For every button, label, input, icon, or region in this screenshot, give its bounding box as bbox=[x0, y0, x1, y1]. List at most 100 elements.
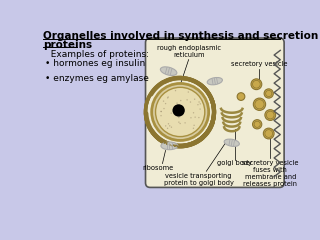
Circle shape bbox=[148, 127, 150, 129]
Circle shape bbox=[252, 120, 262, 129]
Circle shape bbox=[153, 133, 155, 135]
Circle shape bbox=[213, 109, 215, 111]
Circle shape bbox=[145, 108, 147, 110]
FancyBboxPatch shape bbox=[146, 38, 284, 187]
Circle shape bbox=[198, 140, 199, 142]
Text: Organelles involved in synthesis and secretion of: Organelles involved in synthesis and sec… bbox=[43, 31, 320, 41]
Circle shape bbox=[185, 145, 187, 147]
Circle shape bbox=[182, 77, 183, 79]
Circle shape bbox=[209, 127, 211, 129]
Circle shape bbox=[164, 142, 165, 144]
Circle shape bbox=[180, 123, 181, 124]
Circle shape bbox=[191, 79, 193, 81]
Circle shape bbox=[150, 129, 152, 131]
Circle shape bbox=[211, 98, 212, 100]
Circle shape bbox=[176, 102, 178, 104]
Circle shape bbox=[151, 129, 153, 131]
Circle shape bbox=[201, 137, 203, 139]
Circle shape bbox=[174, 77, 176, 79]
Circle shape bbox=[177, 146, 179, 147]
Circle shape bbox=[166, 143, 168, 145]
Circle shape bbox=[198, 101, 200, 103]
Circle shape bbox=[183, 108, 184, 109]
Circle shape bbox=[171, 113, 172, 114]
Circle shape bbox=[159, 139, 161, 141]
Circle shape bbox=[174, 78, 176, 79]
Circle shape bbox=[204, 135, 206, 137]
Circle shape bbox=[191, 143, 193, 145]
Circle shape bbox=[173, 78, 175, 80]
Circle shape bbox=[180, 146, 181, 148]
Text: vesicle transporting
protein to golgi body: vesicle transporting protein to golgi bo… bbox=[164, 173, 234, 186]
Circle shape bbox=[264, 89, 273, 98]
Circle shape bbox=[195, 116, 196, 118]
Circle shape bbox=[212, 122, 213, 124]
Circle shape bbox=[195, 142, 197, 144]
Circle shape bbox=[251, 79, 262, 90]
Text: • enzymes eg amylase: • enzymes eg amylase bbox=[45, 74, 148, 84]
Circle shape bbox=[212, 103, 214, 105]
Circle shape bbox=[212, 120, 214, 122]
Text: proteins: proteins bbox=[43, 40, 92, 50]
Circle shape bbox=[161, 111, 162, 112]
Circle shape bbox=[173, 144, 175, 146]
Circle shape bbox=[190, 101, 191, 103]
Circle shape bbox=[147, 120, 148, 122]
Circle shape bbox=[203, 135, 205, 137]
Circle shape bbox=[207, 131, 209, 132]
Circle shape bbox=[195, 141, 197, 143]
Circle shape bbox=[169, 125, 171, 126]
Circle shape bbox=[263, 128, 274, 139]
Circle shape bbox=[161, 141, 163, 143]
Circle shape bbox=[206, 90, 208, 92]
Circle shape bbox=[209, 94, 211, 96]
Circle shape bbox=[194, 81, 196, 82]
Circle shape bbox=[156, 136, 158, 138]
Circle shape bbox=[160, 115, 162, 116]
Circle shape bbox=[167, 128, 168, 129]
Circle shape bbox=[180, 115, 181, 116]
Circle shape bbox=[168, 123, 169, 125]
Circle shape bbox=[213, 108, 215, 109]
Circle shape bbox=[176, 145, 178, 147]
Circle shape bbox=[237, 93, 245, 100]
Text: secretory vesicle
fuses with
membrane and
releases protein: secretory vesicle fuses with membrane an… bbox=[242, 160, 299, 187]
Circle shape bbox=[145, 114, 147, 116]
Circle shape bbox=[155, 136, 157, 138]
Circle shape bbox=[184, 122, 186, 124]
Ellipse shape bbox=[224, 139, 239, 146]
Circle shape bbox=[207, 92, 209, 93]
Circle shape bbox=[151, 90, 153, 92]
Circle shape bbox=[200, 103, 201, 105]
Circle shape bbox=[172, 104, 185, 117]
Circle shape bbox=[153, 89, 155, 90]
Circle shape bbox=[145, 106, 147, 108]
Text: golgi body: golgi body bbox=[217, 161, 252, 167]
Circle shape bbox=[164, 81, 165, 83]
Circle shape bbox=[211, 123, 213, 125]
Circle shape bbox=[163, 108, 165, 109]
Circle shape bbox=[202, 137, 204, 139]
Circle shape bbox=[166, 143, 168, 145]
Circle shape bbox=[148, 127, 150, 129]
Circle shape bbox=[208, 128, 210, 130]
Circle shape bbox=[145, 116, 147, 118]
Circle shape bbox=[167, 96, 169, 98]
Circle shape bbox=[152, 84, 209, 140]
Text: Examples of proteins:: Examples of proteins: bbox=[45, 50, 149, 59]
Circle shape bbox=[160, 111, 162, 112]
Circle shape bbox=[188, 145, 189, 146]
Circle shape bbox=[146, 103, 148, 105]
Circle shape bbox=[153, 134, 155, 136]
Circle shape bbox=[169, 144, 171, 146]
Circle shape bbox=[197, 104, 199, 105]
Circle shape bbox=[146, 122, 148, 124]
Circle shape bbox=[159, 83, 161, 85]
Circle shape bbox=[165, 80, 167, 82]
Circle shape bbox=[175, 115, 177, 116]
Circle shape bbox=[202, 86, 204, 88]
Circle shape bbox=[188, 91, 189, 93]
Circle shape bbox=[179, 112, 180, 114]
Ellipse shape bbox=[160, 67, 177, 75]
Circle shape bbox=[194, 98, 195, 100]
